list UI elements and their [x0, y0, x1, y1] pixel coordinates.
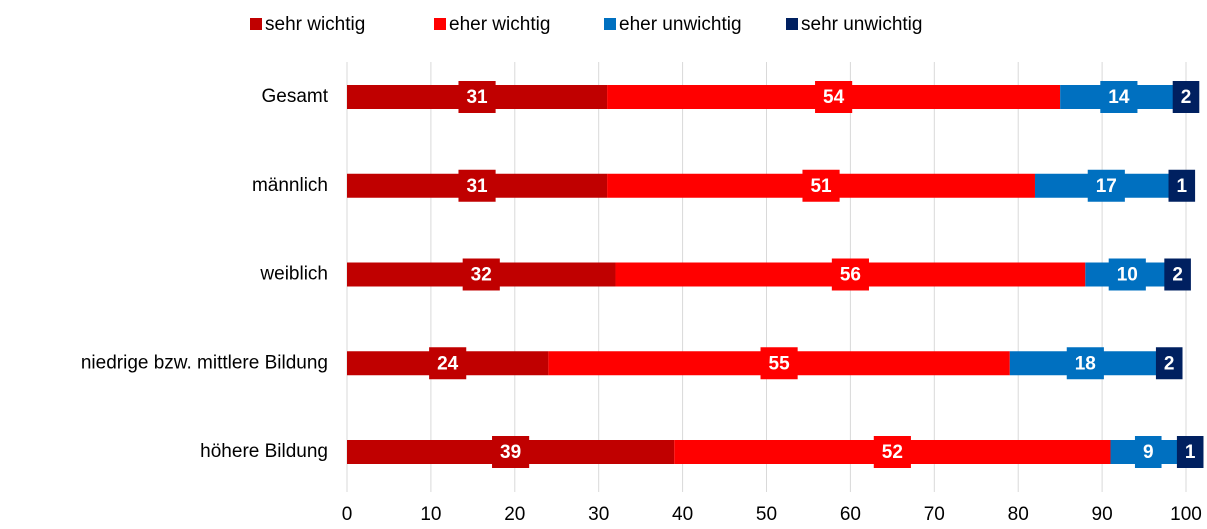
data-label-box [458, 169, 496, 202]
data-label: 2 [1172, 265, 1183, 286]
x-tick-label: 20 [504, 504, 525, 525]
data-label: 52 [882, 442, 903, 463]
data-label-box [429, 347, 467, 380]
data-label-box [815, 81, 853, 113]
data-label-box [1134, 436, 1162, 468]
data-label-box [873, 436, 911, 468]
category-label: männlich [252, 175, 328, 196]
data-label: 39 [500, 442, 521, 463]
data-label: 18 [1075, 353, 1096, 374]
x-tick-label: 30 [588, 504, 609, 525]
category-label: Gesamt [261, 86, 328, 107]
x-tick-label: 70 [924, 504, 945, 525]
data-label: 10 [1117, 265, 1138, 286]
data-label: 31 [466, 176, 488, 197]
data-label-box [802, 169, 840, 202]
legend-label: sehr unwichtig [801, 14, 922, 35]
x-tick-label: 50 [756, 504, 777, 525]
data-label: 24 [437, 353, 459, 374]
data-label: 2 [1164, 353, 1175, 374]
legend-label: eher wichtig [449, 14, 550, 35]
legend-label: eher unwichtig [619, 14, 742, 35]
legend-swatch [604, 18, 616, 30]
data-label: 32 [471, 265, 492, 286]
data-label-box [462, 258, 500, 291]
data-label: 51 [810, 176, 832, 197]
legend-swatch [434, 18, 446, 30]
x-tick-label: 10 [420, 504, 441, 525]
data-label: 14 [1108, 87, 1130, 108]
legend-swatch [250, 18, 262, 30]
x-tick-label: 0 [342, 504, 353, 525]
data-label: 54 [823, 87, 845, 108]
data-label-box [760, 347, 798, 380]
x-tick-label: 40 [672, 504, 693, 525]
data-label-box [831, 258, 869, 291]
legend-swatch [786, 18, 798, 30]
data-label-box [492, 436, 530, 468]
category-label: niedrige bzw. mittlere Bildung [81, 352, 328, 373]
legend-label: sehr wichtig [265, 14, 365, 35]
data-label: 2 [1181, 87, 1192, 108]
data-label: 1 [1177, 176, 1188, 197]
data-label-box [1168, 169, 1196, 202]
data-label-box [1164, 258, 1191, 291]
data-label-box [1155, 347, 1183, 380]
data-label-box [458, 81, 496, 113]
data-label-box [1066, 347, 1104, 380]
data-label-box [1176, 436, 1204, 468]
data-label: 17 [1096, 176, 1117, 197]
category-label: weiblich [259, 264, 328, 285]
data-label: 1 [1185, 442, 1196, 463]
x-tick-label: 90 [1092, 504, 1113, 525]
data-label-box [1100, 81, 1138, 113]
data-label: 55 [769, 353, 791, 374]
x-tick-label: 100 [1170, 504, 1202, 525]
data-label-box [1087, 169, 1125, 202]
data-label: 31 [466, 87, 488, 108]
category-label: höhere Bildung [200, 441, 328, 462]
data-label: 56 [840, 265, 861, 286]
x-tick-label: 80 [1008, 504, 1029, 525]
data-label: 9 [1143, 442, 1154, 463]
x-tick-label: 60 [840, 504, 861, 525]
data-label-box [1172, 81, 1200, 113]
data-label-box [1108, 258, 1146, 291]
